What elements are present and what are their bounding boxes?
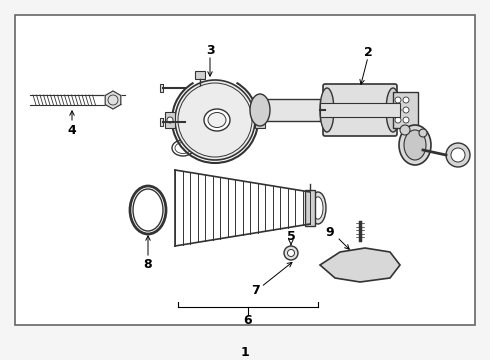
Bar	[305, 190, 315, 226]
Circle shape	[395, 107, 401, 113]
Ellipse shape	[204, 109, 230, 131]
Ellipse shape	[175, 143, 191, 153]
Ellipse shape	[404, 130, 426, 160]
Polygon shape	[160, 118, 163, 126]
Circle shape	[403, 97, 409, 103]
Circle shape	[419, 129, 427, 137]
Ellipse shape	[399, 125, 431, 165]
Circle shape	[403, 117, 409, 123]
Ellipse shape	[386, 88, 400, 132]
Circle shape	[284, 246, 298, 260]
Text: 3: 3	[206, 44, 214, 57]
Ellipse shape	[208, 112, 226, 127]
Ellipse shape	[175, 80, 255, 160]
Circle shape	[167, 117, 173, 123]
Circle shape	[400, 125, 410, 135]
Circle shape	[451, 148, 465, 162]
Bar	[393, 92, 418, 128]
Circle shape	[395, 117, 401, 123]
Circle shape	[446, 143, 470, 167]
Bar	[15, 15, 475, 325]
Ellipse shape	[172, 140, 194, 156]
Bar	[255, 99, 320, 121]
Text: 4: 4	[68, 123, 76, 136]
Circle shape	[395, 97, 401, 103]
Text: 8: 8	[144, 258, 152, 271]
Polygon shape	[160, 84, 163, 92]
Ellipse shape	[320, 88, 334, 132]
Text: 7: 7	[250, 284, 259, 297]
Bar	[195, 71, 205, 79]
Polygon shape	[320, 248, 400, 282]
Bar	[15, 15, 475, 325]
Text: 9: 9	[326, 225, 334, 238]
FancyBboxPatch shape	[323, 84, 397, 136]
Ellipse shape	[310, 192, 326, 224]
Text: 2: 2	[364, 45, 372, 58]
Ellipse shape	[250, 94, 270, 126]
Polygon shape	[105, 91, 121, 109]
Bar	[165, 112, 175, 128]
Text: 5: 5	[287, 230, 295, 243]
Ellipse shape	[313, 197, 323, 219]
Circle shape	[257, 117, 263, 123]
Circle shape	[403, 107, 409, 113]
Text: 6: 6	[244, 314, 252, 327]
Circle shape	[288, 249, 294, 256]
Bar	[255, 112, 265, 128]
Bar	[320, 103, 400, 117]
Text: 1: 1	[241, 346, 249, 359]
